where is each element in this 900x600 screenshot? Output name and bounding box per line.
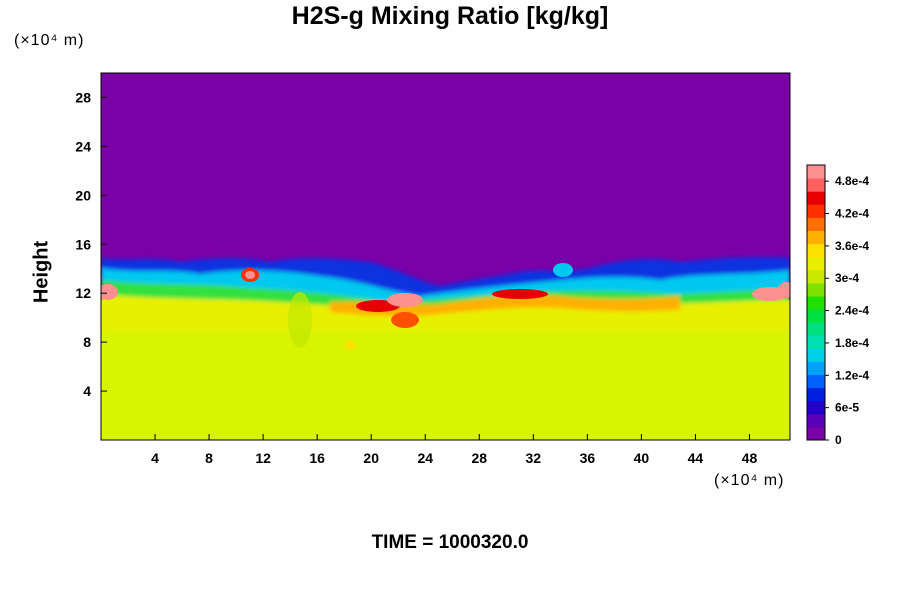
y-tick-label: 16 [75,236,91,252]
colorbar-segments [807,165,825,441]
hotspot [288,292,312,348]
colorbar-segment [807,413,825,428]
colorbar-tick-label: 1.8e-4 [835,336,869,350]
colorbar-segment [807,256,825,271]
y-tick-label: 12 [75,285,91,301]
y-tick-label: 28 [75,89,91,105]
x-tick-label: 40 [634,450,650,466]
colorbar-segment [807,348,825,362]
hotspot [101,284,118,300]
y-tick-label: 20 [75,187,91,203]
colorbar-frame [806,164,826,441]
colorbar-segment [807,335,825,349]
heatmap-field [101,73,790,440]
x-tick-label: 4 [151,450,159,466]
colorbar-segment [807,165,825,179]
x-tick-label: 16 [309,450,325,466]
mixing-layer [101,257,790,330]
colorbar-segment [807,374,825,389]
colorbar-tick-label: 2.4e-4 [835,304,869,318]
chart-title: H2S-g Mixing Ratio [kg/kg] [291,2,609,30]
y-tick-label: 24 [75,138,91,154]
colorbar-segment [807,322,825,336]
colorbar-segment [807,400,825,415]
colorbar-tick-label: 1.2e-4 [835,368,869,382]
colorbar-tick-label: 3.6e-4 [835,239,869,253]
x-tick-label: 36 [580,450,596,466]
hotspot [245,271,255,279]
y-axis-ticks: 4 8 12 16 20 24 28 [75,89,107,399]
colorbar-segment [807,295,825,310]
colorbar-tick-label: 3e-4 [835,271,859,285]
colorbar-segment [807,361,825,376]
hotspot [492,289,548,299]
colorbar: 0 6e-5 1.2e-4 1.8e-4 2.4e-4 3e-4 3.6e-4 4.2e-4 4… [806,164,869,447]
colorbar-segment [807,230,825,245]
colorbar-segment [807,191,825,205]
hotspot [778,282,790,298]
hotspot [553,263,573,277]
y-axis-unit: (×10⁴ m) [14,32,85,49]
hotspots [101,263,790,350]
colorbar-segment [807,387,825,402]
colorbar-segment [807,178,825,192]
hotspot [387,293,423,307]
x-tick-label: 28 [471,450,487,466]
hotspot [391,312,419,328]
x-axis-unit: (×10⁴ m) [714,472,785,489]
x-tick-label: 8 [205,450,213,466]
colorbar-labels: 0 6e-5 1.2e-4 1.8e-4 2.4e-4 3e-4 3.6e-4 4.2e-4 4… [825,174,869,447]
colorbar-segment [807,217,825,231]
x-tick-label: 12 [255,450,271,466]
colorbar-segment [807,426,825,441]
colorbar-tick-label: 4.8e-4 [835,174,869,188]
hotspot [345,340,355,350]
x-tick-label: 24 [417,450,433,466]
colorbar-tick-label: 6e-5 [835,401,859,415]
plot-frame [100,72,791,441]
x-tick-label: 32 [526,450,542,466]
mixing-layer-orange-band [330,294,680,317]
x-tick-label: 48 [742,450,758,466]
x-tick-label: 20 [363,450,379,466]
colorbar-tick-label: 0 [835,433,842,447]
colorbar-segment [807,282,825,297]
y-tick-label: 8 [83,334,91,350]
colorbar-segment [807,269,825,284]
x-tick-label: 44 [688,450,704,466]
time-label: TIME = 1000320.0 [371,532,529,553]
colorbar-tick-label: 4.2e-4 [835,207,869,221]
colorbar-segment [807,243,825,258]
y-tick-label: 4 [83,383,91,399]
x-axis-ticks: 4 8 12 16 20 24 28 32 36 40 44 48 [151,434,757,466]
colorbar-segment [807,309,825,323]
colorbar-segment [807,204,825,218]
